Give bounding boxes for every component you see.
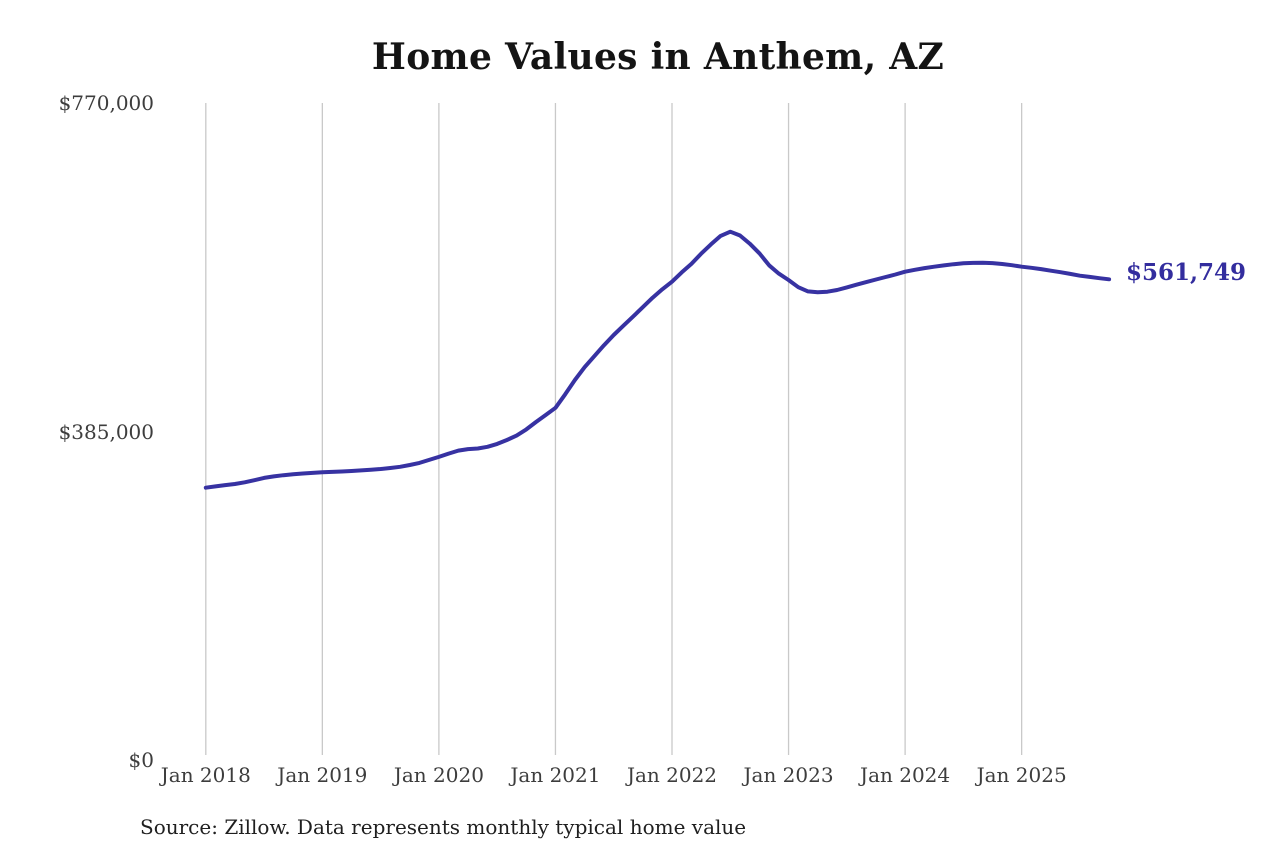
home-value-line xyxy=(203,229,1112,490)
source-note: Source: Zillow. Data represents monthly … xyxy=(140,815,747,839)
y-axis-tick-label-770000: $770,000 xyxy=(58,91,154,115)
y-axis-tick-label-0: $0 xyxy=(128,748,154,772)
y-axis-tick-label-385000: $385,000 xyxy=(58,420,154,444)
latest-value-label: $561,749 xyxy=(1126,259,1247,286)
chart-title: Home Values in Anthem, AZ xyxy=(371,36,945,78)
